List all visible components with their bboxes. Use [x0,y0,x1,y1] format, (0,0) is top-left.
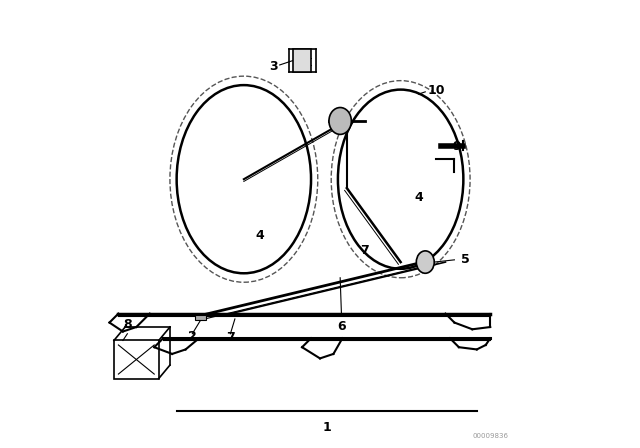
Text: 1: 1 [323,421,331,435]
Text: 4: 4 [255,228,264,242]
Text: 7: 7 [360,244,369,258]
Text: 5: 5 [461,253,470,267]
Text: 4: 4 [414,190,423,204]
Ellipse shape [329,108,351,134]
Text: 7: 7 [226,331,235,344]
Text: 00009836: 00009836 [472,433,508,439]
Text: 8: 8 [123,318,132,331]
Text: 9: 9 [452,140,461,154]
Text: 3: 3 [269,60,278,73]
Bar [195,315,206,320]
Text: 10: 10 [428,84,445,98]
Ellipse shape [417,251,435,273]
Text: 2: 2 [188,330,196,344]
Bar [293,49,311,72]
Bar [114,340,159,379]
Text: 6: 6 [337,320,346,333]
